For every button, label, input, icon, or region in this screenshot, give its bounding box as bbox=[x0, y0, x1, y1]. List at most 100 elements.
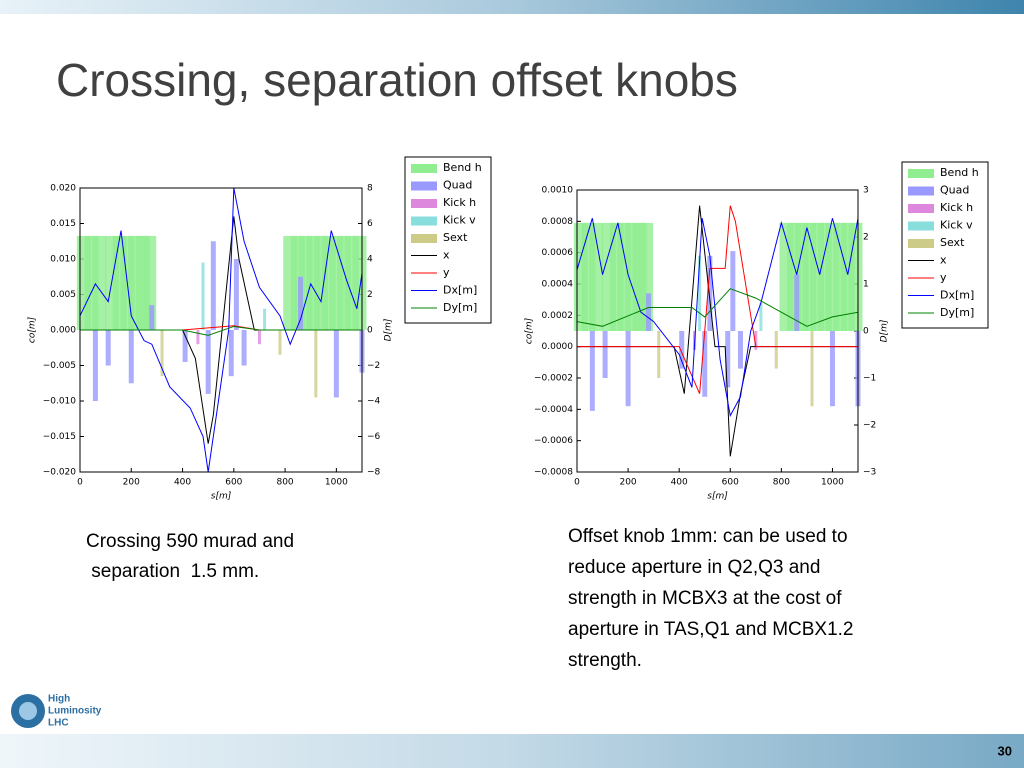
element-bar bbox=[233, 259, 239, 330]
element-bar bbox=[754, 331, 758, 350]
curve bbox=[80, 216, 362, 444]
legend-swatch bbox=[411, 216, 437, 226]
element-bar bbox=[707, 255, 713, 331]
y2-tick-label: 2 bbox=[863, 233, 869, 243]
y2-tick-label: 0 bbox=[863, 327, 869, 337]
caption-line: reduce aperture in Q2,Q3 and bbox=[568, 557, 820, 578]
plot-frame bbox=[79, 187, 363, 473]
y-tick-label: 0.015 bbox=[50, 219, 76, 229]
y-tick-label: −0.015 bbox=[43, 432, 76, 442]
element-bar bbox=[829, 331, 835, 407]
element-bar bbox=[105, 330, 111, 366]
element-bar bbox=[149, 305, 155, 330]
legend-swatch bbox=[908, 239, 934, 248]
element-bar bbox=[679, 331, 685, 369]
element-bar bbox=[602, 331, 608, 378]
y-tick-label: −0.010 bbox=[43, 397, 77, 407]
y-tick-label: 0.000 bbox=[50, 326, 76, 336]
bottom-band bbox=[0, 734, 1024, 768]
element-bar bbox=[657, 331, 661, 378]
slide-title: Crossing, separation offset knobs bbox=[56, 54, 738, 106]
x-tick-label: 800 bbox=[773, 478, 790, 488]
element-bar bbox=[702, 331, 708, 397]
top-band bbox=[0, 0, 1024, 14]
x-tick-label: 1000 bbox=[325, 478, 348, 488]
caption-line: strength in MCBX3 at the cost of bbox=[568, 588, 842, 609]
legend-label: Quad bbox=[940, 184, 969, 197]
element-bar bbox=[297, 276, 303, 330]
legend-label: Sext bbox=[443, 231, 468, 244]
y-tick-label: −0.0006 bbox=[534, 436, 573, 446]
element-bar bbox=[205, 330, 211, 394]
x-tick-label: 600 bbox=[225, 478, 242, 488]
x-axis-label: s[m] bbox=[211, 492, 232, 502]
caption-line: aperture in TAS,Q1 and MCBX1.2 bbox=[568, 619, 854, 640]
legend-swatch bbox=[411, 181, 437, 191]
element-bar bbox=[263, 308, 267, 330]
y-tick-label: 0.0010 bbox=[542, 186, 574, 196]
curve bbox=[80, 325, 362, 336]
legend-label: Kick v bbox=[940, 219, 973, 232]
y-tick-label: −0.0008 bbox=[534, 468, 573, 478]
element-bar bbox=[589, 331, 595, 411]
legend-label: y bbox=[940, 271, 947, 284]
legend-label: Kick h bbox=[940, 201, 973, 214]
x-tick-label: 800 bbox=[276, 478, 293, 488]
y-tick-label: 0.0008 bbox=[542, 217, 574, 227]
y2-tick-label: −8 bbox=[367, 468, 381, 478]
x-tick-label: 400 bbox=[671, 478, 688, 488]
element-bar bbox=[210, 241, 216, 330]
element-bar bbox=[128, 330, 134, 384]
element-bar bbox=[589, 222, 604, 331]
legend-swatch bbox=[411, 234, 437, 243]
element-bar bbox=[737, 331, 743, 369]
x-tick-label: 400 bbox=[174, 478, 191, 488]
legend-label: Bend h bbox=[940, 166, 979, 179]
legend-swatch bbox=[411, 164, 437, 173]
element-bar bbox=[730, 251, 736, 331]
element-bar bbox=[333, 330, 339, 398]
legend-swatch bbox=[908, 204, 934, 213]
y2-axis-label: D[m] bbox=[384, 318, 394, 341]
y2-tick-label: 8 bbox=[367, 184, 373, 194]
x-tick-label: 200 bbox=[619, 478, 636, 488]
y-axis-label: co[m] bbox=[525, 317, 535, 344]
element-bar bbox=[810, 331, 814, 407]
element-bar bbox=[848, 222, 863, 331]
y-tick-label: −0.0002 bbox=[534, 374, 573, 384]
legend-label: Kick v bbox=[443, 214, 476, 227]
legend-swatch bbox=[908, 169, 934, 178]
element-bar bbox=[228, 330, 234, 377]
element-bar bbox=[625, 331, 631, 407]
legend-label: Bend h bbox=[443, 161, 482, 174]
x-tick-label: 1000 bbox=[821, 478, 844, 488]
logo-text: High bbox=[48, 694, 70, 705]
caption-line: Crossing 590 murad and bbox=[86, 531, 294, 552]
caption-line: separation 1.5 mm. bbox=[86, 561, 259, 582]
logo-text: LHC bbox=[48, 718, 69, 729]
legend-label: x bbox=[443, 249, 450, 262]
y2-tick-label: 3 bbox=[863, 186, 869, 196]
element-bar bbox=[698, 255, 702, 331]
y-tick-label: 0.0002 bbox=[542, 311, 574, 321]
x-tick-label: 0 bbox=[574, 478, 580, 488]
y2-axis-label: D[m] bbox=[880, 319, 890, 342]
caption-line: strength. bbox=[568, 650, 642, 671]
y2-tick-label: 4 bbox=[367, 255, 373, 265]
element-bar bbox=[759, 302, 763, 331]
legend-label: Dx[m] bbox=[940, 289, 974, 302]
x-tick-label: 600 bbox=[722, 478, 739, 488]
legend-label: Dy[m] bbox=[940, 306, 974, 319]
curve bbox=[576, 288, 859, 327]
element-bar bbox=[646, 293, 652, 331]
element-bar bbox=[201, 262, 205, 330]
y-tick-label: 0.0000 bbox=[542, 342, 574, 352]
y2-tick-label: −1 bbox=[863, 374, 876, 384]
plot-frame bbox=[576, 189, 859, 473]
y2-tick-label: −6 bbox=[367, 432, 381, 442]
y2-tick-label: 6 bbox=[367, 219, 373, 229]
y2-tick-label: −2 bbox=[863, 421, 876, 431]
legend-label: x bbox=[940, 254, 947, 267]
y-tick-label: 0.020 bbox=[50, 184, 76, 194]
